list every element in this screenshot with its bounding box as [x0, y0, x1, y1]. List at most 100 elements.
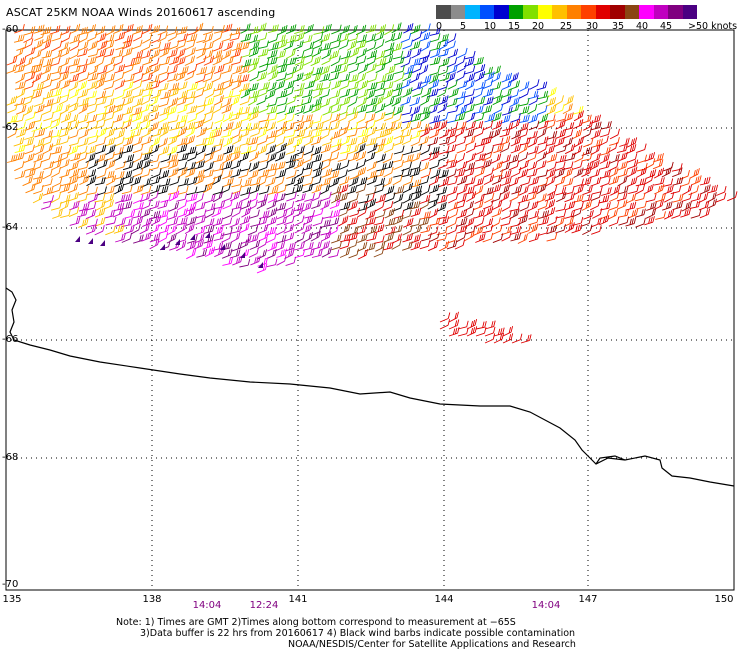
wind-barb	[339, 88, 351, 99]
wind-barb	[303, 214, 314, 226]
wind-barb	[85, 24, 97, 34]
wind-barb	[382, 200, 394, 211]
wind-barb	[203, 25, 214, 36]
wind-barb	[428, 184, 440, 194]
wind-barb	[510, 136, 522, 147]
wind-barb	[319, 33, 331, 43]
wind-barb	[169, 176, 180, 186]
wind-barb	[393, 193, 404, 204]
wind-barb	[303, 119, 314, 131]
wind-barb	[547, 216, 558, 227]
wind-barb	[599, 214, 610, 226]
wind-barb	[311, 249, 323, 258]
wind-barb	[420, 168, 432, 179]
wind-barb	[681, 200, 692, 212]
wind-barb	[509, 191, 520, 202]
wind-barb	[346, 137, 358, 147]
wind-barb	[33, 82, 44, 92]
wind-barb	[185, 167, 196, 178]
wind-barb	[365, 89, 376, 100]
wind-barb	[78, 120, 90, 130]
wind-barb	[402, 114, 413, 124]
wind-barb	[382, 241, 394, 251]
map-title: ASCAT 25KM NOAA Winds 20160617 ascending	[6, 6, 276, 19]
wind-barb	[230, 168, 242, 178]
wind-barb	[375, 193, 387, 204]
wind-barb	[446, 168, 457, 179]
wind-barb	[311, 241, 322, 251]
wind-barb	[43, 112, 54, 122]
wind-barb	[337, 111, 348, 123]
wind-barb	[221, 232, 232, 243]
wind-barb	[573, 110, 584, 122]
wind-barb	[402, 70, 413, 82]
wind-barb	[528, 120, 540, 131]
graticule	[6, 30, 734, 590]
wind-barb	[446, 135, 458, 146]
wind-barb	[420, 224, 432, 234]
wind-barb	[400, 96, 412, 106]
wind-barb	[463, 128, 475, 138]
wind-barb	[14, 23, 25, 34]
wind-barb	[355, 40, 367, 50]
wind-barb	[160, 41, 171, 52]
wind-barb	[276, 126, 287, 138]
wind-barb	[455, 136, 467, 146]
wind-barb	[13, 34, 25, 43]
wind-barb	[465, 112, 476, 123]
wind-barb	[538, 120, 549, 130]
wind-barb	[211, 72, 222, 83]
wind-barb	[499, 191, 510, 202]
wind-barb	[500, 169, 512, 180]
wind-barb	[195, 42, 207, 52]
wind-barb	[492, 137, 504, 147]
wind-barb	[150, 136, 161, 148]
wind-barb	[139, 223, 150, 235]
wind-barb	[214, 113, 225, 124]
wind-barb	[130, 128, 142, 138]
wind-barb	[715, 192, 727, 203]
wind-barb	[554, 176, 566, 186]
wind-barb	[364, 151, 376, 162]
wind-barb	[319, 88, 330, 99]
wind-barb	[448, 311, 459, 323]
wind-barb	[115, 233, 126, 243]
wind-barb	[121, 193, 133, 203]
wind-barb	[510, 225, 522, 235]
wind-barb	[438, 33, 449, 44]
wind-barb	[301, 34, 313, 44]
wind-barb	[104, 56, 116, 67]
wind-barb	[222, 209, 234, 220]
wind-barb	[383, 97, 395, 108]
wind-barb	[257, 63, 269, 74]
wind-barb	[157, 185, 169, 195]
wind-barb	[105, 174, 117, 186]
wind-barb	[33, 39, 44, 50]
wind-barb	[700, 184, 711, 195]
wind-barb	[60, 146, 72, 155]
wind-barb	[204, 202, 216, 212]
latitude-label: -70	[2, 579, 19, 590]
wind-barb	[302, 153, 313, 164]
legend-swatch	[624, 5, 639, 19]
wind-barb	[24, 162, 36, 172]
wind-barb	[428, 208, 439, 219]
wind-barb	[382, 152, 393, 164]
wind-barb	[285, 57, 297, 66]
wind-barb	[366, 41, 377, 52]
wind-barb	[312, 33, 324, 44]
wind-barb	[266, 49, 278, 59]
wind-barb	[22, 95, 33, 106]
wind-barb	[13, 152, 25, 162]
wind-barb	[311, 97, 322, 108]
wind-barb	[303, 248, 315, 258]
wind-barb	[473, 177, 485, 187]
wind-barb	[347, 32, 359, 42]
wind-barb	[546, 224, 558, 235]
wind-flag	[175, 239, 180, 245]
wind-barb	[339, 240, 351, 250]
wind-barb	[645, 208, 657, 219]
wind-barb	[285, 242, 296, 252]
wind-barb	[301, 223, 312, 234]
wind-barb	[403, 201, 414, 212]
